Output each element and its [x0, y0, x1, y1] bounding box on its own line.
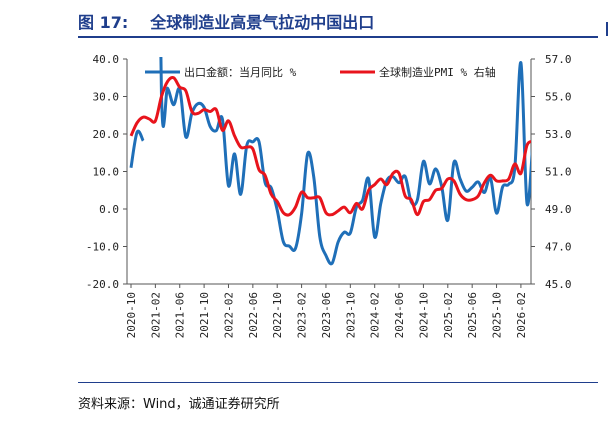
y-left-tick-label: -10.0: [86, 241, 119, 254]
y-right-tick-label: 53.0: [545, 128, 572, 141]
legend-label-pmi: 全球制造业PMI % 右轴: [379, 65, 496, 79]
y-left-tick-label: -20.0: [86, 278, 119, 291]
series-line-export: [129, 57, 531, 266]
title-rule: [78, 36, 598, 38]
x-tick-label: 2023-06: [320, 292, 333, 338]
x-tick-label: 2022-10: [271, 292, 284, 338]
y-left-tick-label: 20.0: [93, 128, 120, 141]
x-tick-label: 2021-10: [198, 292, 211, 338]
y-left-tick-label: 0.0: [99, 203, 119, 216]
series-line-pmi: [129, 76, 531, 217]
legend-label-export: 出口金额：当月同比 %: [184, 65, 297, 79]
x-tick-label: 2023-02: [296, 292, 309, 338]
chart-ticks: 40.0 30.0 20.0 10.0 0.0 -10.0 -20.0 57.0 55.0 53.…: [86, 53, 572, 338]
x-tick-label: 2024-10: [417, 292, 430, 338]
x-tick-label: 2025-06: [466, 292, 479, 338]
x-tick-label: 2025-10: [491, 292, 504, 338]
x-tick-label: 2025-02: [442, 292, 455, 338]
y-right-tick-label: 51.0: [545, 166, 572, 179]
x-tick-label: 2022-06: [247, 292, 260, 338]
x-tick-label: 2021-02: [149, 292, 162, 338]
figure-title: 图 17: 全球制造业高景气拉动中国出口: [78, 9, 598, 33]
figure-title-text: 全球制造业高景气拉动中国出口: [150, 13, 375, 32]
x-tick-label: 2022-02: [222, 292, 235, 338]
x-tick-label: 2023-10: [344, 292, 357, 338]
figure-number: 图 17:: [78, 13, 129, 32]
source-rule: [78, 382, 598, 383]
x-tick-label: 2026-02: [515, 292, 528, 338]
y-left-tick-label: 40.0: [93, 53, 120, 66]
y-right-tick-label: 45.0: [545, 278, 572, 291]
source-note: 资料来源：Wind，诚通证券研究所: [78, 397, 280, 412]
y-left-tick-label: 30.0: [93, 91, 120, 104]
chart-series: [129, 57, 531, 266]
x-tick-label: 2024-06: [393, 292, 406, 338]
x-tick-label: 2020-10: [125, 292, 138, 338]
y-right-tick-label: 57.0: [545, 53, 572, 66]
x-tick-label: 2021-06: [174, 292, 187, 338]
y-right-tick-label: 49.0: [545, 203, 572, 216]
chart-legend: 出口金额：当月同比 % 全球制造业PMI % 右轴: [145, 65, 496, 79]
edge-marker: [606, 22, 608, 36]
y-right-tick-label: 55.0: [545, 91, 572, 104]
y-left-tick-label: 10.0: [93, 166, 120, 179]
y-right-tick-label: 47.0: [545, 241, 572, 254]
x-tick-label: 2024-02: [369, 292, 382, 338]
